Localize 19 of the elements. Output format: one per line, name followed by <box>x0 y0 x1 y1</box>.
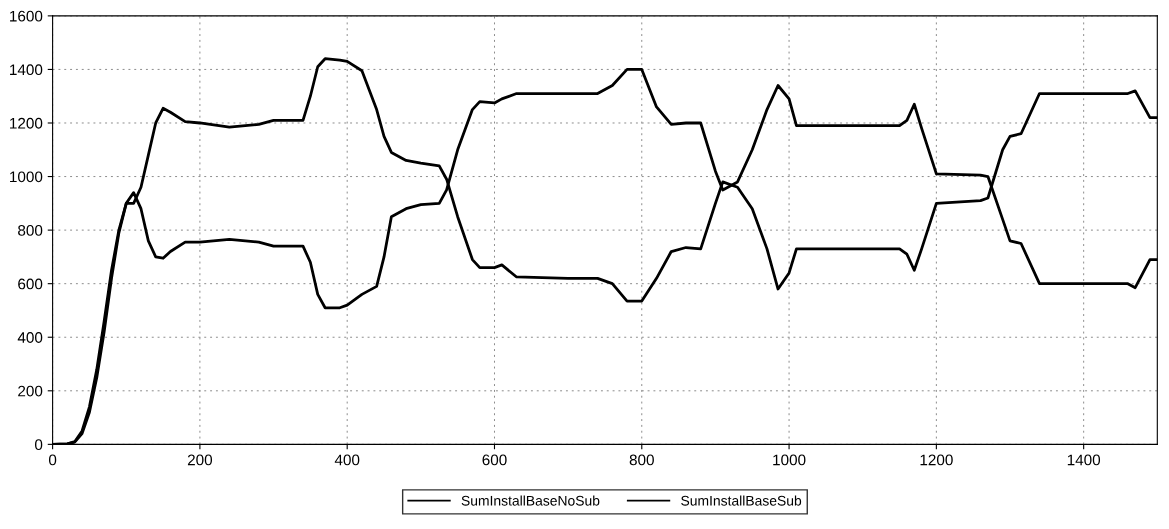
y-tick-label: 1600 <box>10 10 43 22</box>
x-tick-label: 400 <box>334 454 360 466</box>
x-tick-label: 0 <box>48 454 57 466</box>
legend-label: SumInstallBaseSub <box>681 495 802 506</box>
x-tick-label: 1400 <box>1067 454 1101 466</box>
y-tick-label: 800 <box>18 224 43 236</box>
y-tick-label: 0 <box>34 439 43 451</box>
x-tick-label: 600 <box>482 454 507 466</box>
legend-label: SumInstallBaseNoSub <box>461 495 600 506</box>
y-tick-label: 400 <box>17 332 43 343</box>
x-tick-label: 200 <box>187 454 213 466</box>
y-tick-label: 200 <box>18 385 43 397</box>
y-tick-label: 1200 <box>10 117 43 129</box>
y-tick-label: 1400 <box>10 64 43 76</box>
x-tick-label: 1000 <box>773 454 806 466</box>
x-tick-label: 800 <box>629 454 654 466</box>
x-tick-label: 1200 <box>920 454 953 466</box>
y-tick-label: 600 <box>18 278 43 290</box>
y-tick-label: 1000 <box>10 171 43 183</box>
